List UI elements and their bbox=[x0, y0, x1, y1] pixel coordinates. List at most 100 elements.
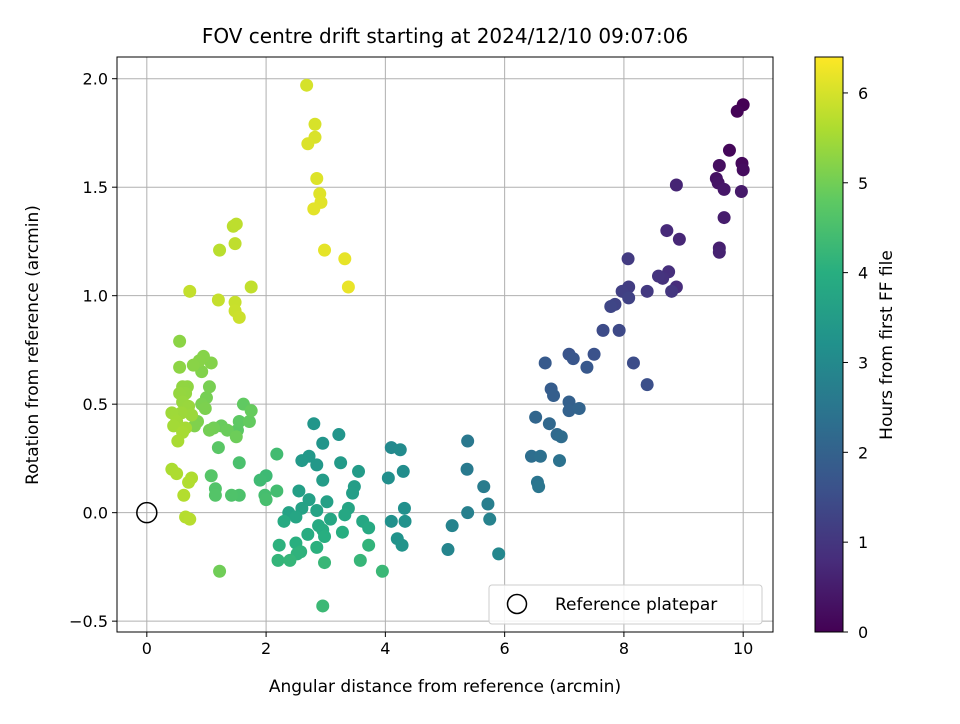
data-point bbox=[532, 480, 546, 494]
y-tick-label: 0.5 bbox=[83, 395, 108, 414]
data-point bbox=[533, 449, 547, 463]
data-point bbox=[310, 540, 324, 554]
data-point bbox=[612, 323, 626, 337]
data-point bbox=[301, 137, 315, 151]
x-tick-label: 8 bbox=[619, 639, 629, 658]
data-point bbox=[441, 543, 455, 557]
data-point bbox=[213, 243, 227, 257]
data-point bbox=[460, 462, 474, 476]
colorbar-tick-label: 0 bbox=[858, 623, 868, 642]
data-point bbox=[318, 243, 332, 257]
data-point bbox=[301, 527, 315, 541]
data-point bbox=[362, 521, 376, 535]
y-tick-label: 2.0 bbox=[83, 70, 108, 89]
data-point bbox=[338, 252, 352, 266]
colorbar-gradient bbox=[814, 56, 844, 633]
data-point bbox=[277, 514, 291, 528]
data-point bbox=[542, 417, 556, 431]
data-point bbox=[640, 378, 654, 392]
data-point bbox=[492, 547, 506, 561]
data-point bbox=[712, 245, 726, 259]
data-point bbox=[253, 473, 267, 487]
grid-lines bbox=[117, 57, 773, 632]
data-point bbox=[316, 436, 330, 450]
y-tick-label: 1.5 bbox=[83, 178, 108, 197]
data-point bbox=[660, 224, 674, 238]
colorbar-tick-label: 6 bbox=[858, 84, 868, 103]
data-point bbox=[397, 501, 411, 515]
data-point bbox=[259, 493, 273, 507]
y-axis-ticks: −0.5 0.0 0.5 1.0 1.5 2.0 bbox=[69, 70, 117, 631]
data-point bbox=[461, 434, 475, 448]
data-point bbox=[232, 456, 246, 470]
data-point bbox=[310, 172, 324, 186]
data-point bbox=[672, 232, 686, 246]
data-point bbox=[651, 269, 665, 283]
data-point bbox=[346, 486, 360, 500]
data-point bbox=[393, 443, 407, 457]
y-tick-label: −0.5 bbox=[69, 612, 108, 631]
data-point bbox=[730, 104, 744, 118]
data-point bbox=[481, 497, 495, 511]
y-tick-label: 1.0 bbox=[83, 287, 108, 306]
data-point bbox=[335, 525, 349, 539]
data-point bbox=[208, 488, 222, 502]
data-point bbox=[270, 484, 284, 498]
data-points bbox=[165, 78, 750, 613]
data-point bbox=[271, 553, 285, 567]
data-point bbox=[167, 419, 181, 433]
colorbar-tick-label: 1 bbox=[858, 533, 868, 552]
x-tick-label: 6 bbox=[500, 639, 510, 658]
data-point bbox=[734, 185, 748, 199]
data-point bbox=[316, 473, 330, 487]
data-point bbox=[229, 217, 243, 231]
colorbar-tick-label: 5 bbox=[858, 174, 868, 193]
data-point bbox=[323, 512, 337, 526]
data-point bbox=[202, 380, 216, 394]
data-point bbox=[338, 508, 352, 522]
data-point bbox=[202, 423, 216, 437]
x-axis-ticks: 0 2 4 6 8 10 bbox=[142, 632, 753, 658]
data-point bbox=[211, 441, 225, 455]
data-point bbox=[292, 484, 306, 498]
data-point bbox=[186, 358, 200, 372]
data-point bbox=[572, 402, 586, 416]
data-point bbox=[289, 510, 303, 524]
data-point bbox=[173, 360, 187, 374]
data-point bbox=[211, 293, 225, 307]
colorbar-tick-label: 3 bbox=[858, 353, 868, 372]
x-tick-label: 4 bbox=[380, 639, 390, 658]
data-point bbox=[352, 464, 366, 478]
data-point bbox=[626, 356, 640, 370]
data-point bbox=[483, 512, 497, 526]
data-point bbox=[547, 388, 561, 402]
data-point bbox=[445, 519, 459, 533]
data-point bbox=[225, 488, 239, 502]
data-point bbox=[341, 280, 355, 294]
data-point bbox=[353, 553, 367, 567]
data-point bbox=[316, 599, 330, 613]
data-point bbox=[669, 178, 683, 192]
x-tick-label: 2 bbox=[261, 639, 271, 658]
legend-box bbox=[488, 584, 763, 625]
data-point bbox=[538, 356, 552, 370]
data-point bbox=[232, 310, 246, 324]
data-point bbox=[722, 143, 736, 157]
data-point bbox=[307, 417, 321, 431]
data-point bbox=[300, 78, 314, 92]
colorbar: 0 1 2 3 4 5 6 Hours from first FF file bbox=[814, 56, 897, 642]
data-point bbox=[395, 538, 409, 552]
plot-frame bbox=[116, 56, 774, 633]
data-point bbox=[477, 480, 491, 494]
reference-marker bbox=[136, 501, 158, 524]
data-point bbox=[283, 553, 297, 567]
data-point bbox=[177, 488, 191, 502]
data-point bbox=[580, 360, 594, 374]
data-point bbox=[332, 428, 346, 442]
data-point bbox=[302, 493, 316, 507]
data-point bbox=[362, 538, 376, 552]
colorbar-label: Hours from first FF file bbox=[877, 250, 897, 440]
data-point bbox=[381, 471, 395, 485]
data-point bbox=[242, 415, 256, 429]
